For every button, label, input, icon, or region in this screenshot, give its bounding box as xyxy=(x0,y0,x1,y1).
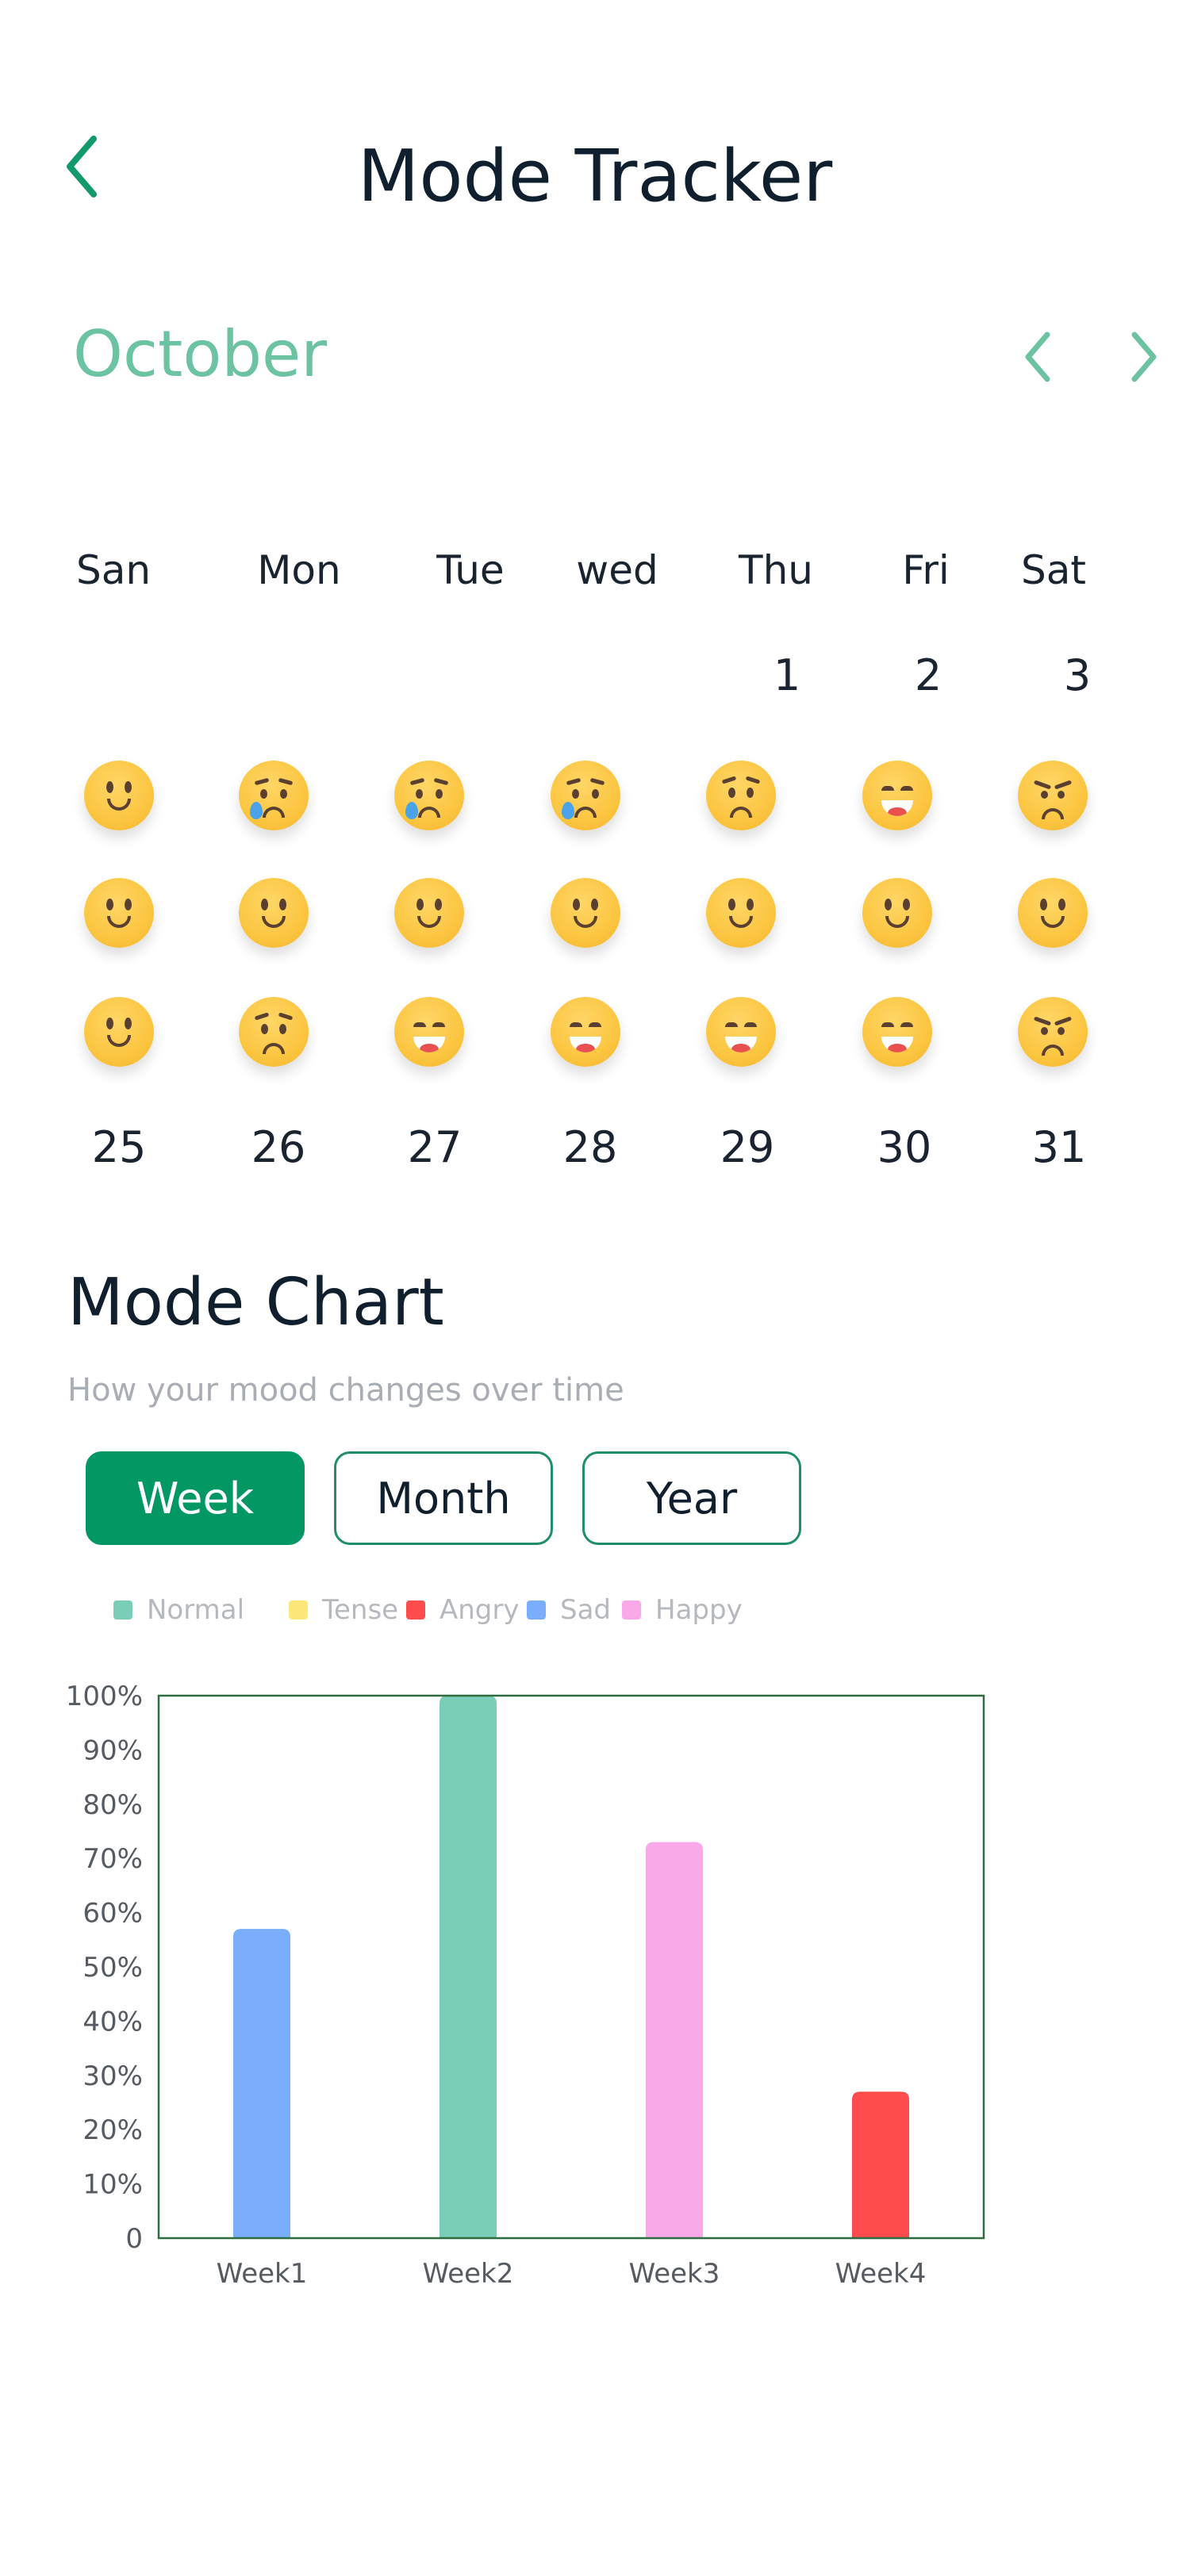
cry-face-icon[interactable] xyxy=(239,761,309,830)
grin-face-icon[interactable] xyxy=(862,997,932,1067)
tab-year[interactable]: Year xyxy=(582,1451,801,1545)
weekday-label: Tue xyxy=(436,547,505,593)
weekday-label: Mon xyxy=(257,547,341,593)
smile-face-icon[interactable] xyxy=(862,878,932,948)
legend-swatch xyxy=(289,1600,308,1620)
month-title: October xyxy=(73,317,328,391)
y-tick-label: 10% xyxy=(83,2169,143,2201)
smile-face-icon[interactable] xyxy=(394,878,464,948)
bar-week1 xyxy=(233,1929,290,2238)
legend-label: Normal xyxy=(147,1594,245,1626)
y-tick-label: 50% xyxy=(83,1952,143,1984)
y-tick-label: 100% xyxy=(66,1681,143,1712)
legend-swatch xyxy=(527,1600,546,1620)
chevron-left-icon xyxy=(1025,332,1050,382)
legend-item-sad: Sad xyxy=(527,1594,611,1626)
legend-swatch xyxy=(406,1600,425,1620)
smile-face-icon[interactable] xyxy=(84,878,154,948)
y-tick-label: 70% xyxy=(83,1843,143,1875)
legend-item-normal: Normal xyxy=(113,1594,244,1626)
smile-face-icon[interactable] xyxy=(1018,878,1088,948)
smile-face-icon[interactable] xyxy=(551,878,620,948)
cry-face-icon[interactable] xyxy=(394,761,464,830)
grin-face-icon[interactable] xyxy=(862,761,932,830)
weekday-label: Fri xyxy=(902,547,950,593)
legend-swatch xyxy=(622,1600,641,1620)
calendar-date[interactable]: 3 xyxy=(1063,650,1092,700)
smile-face-icon[interactable] xyxy=(84,761,154,830)
y-tick-label: 40% xyxy=(83,2006,143,2037)
worried-face-icon[interactable] xyxy=(706,761,776,830)
calendar-date[interactable]: 25 xyxy=(91,1122,147,1172)
grin-face-icon[interactable] xyxy=(551,997,620,1067)
tab-month[interactable]: Month xyxy=(334,1451,553,1545)
bar-week4 xyxy=(852,2091,909,2238)
legend-swatch xyxy=(113,1600,132,1620)
grin-face-icon[interactable] xyxy=(706,997,776,1067)
back-button[interactable] xyxy=(62,131,109,202)
calendar-date[interactable]: 31 xyxy=(1031,1122,1087,1172)
y-tick-label: 30% xyxy=(83,2060,143,2092)
legend-item-angry: Angry xyxy=(406,1594,520,1626)
calendar-date[interactable]: 27 xyxy=(407,1122,463,1172)
legend-label: Tense xyxy=(322,1594,399,1626)
chevron-left-icon xyxy=(67,136,97,197)
smile-face-icon[interactable] xyxy=(84,997,154,1067)
y-tick-label: 80% xyxy=(83,1789,143,1821)
x-tick-label: Week4 xyxy=(835,2258,927,2290)
bar-week2 xyxy=(440,1696,497,2238)
weekday-label: Sat xyxy=(1021,547,1086,593)
smile-face-icon[interactable] xyxy=(706,878,776,948)
calendar-date[interactable]: 26 xyxy=(251,1122,306,1172)
weekday-label: Thu xyxy=(739,547,813,593)
bar-week3 xyxy=(646,1842,703,2238)
calendar-date[interactable]: 1 xyxy=(773,650,801,700)
x-tick-label: Week2 xyxy=(423,2258,514,2290)
y-tick-label: 20% xyxy=(83,2114,143,2146)
y-tick-label: 90% xyxy=(83,1735,143,1766)
grin-face-icon[interactable] xyxy=(394,997,464,1067)
calendar-date[interactable]: 28 xyxy=(562,1122,618,1172)
chart-section-title: Mode Chart xyxy=(67,1265,444,1340)
calendar-date[interactable]: 29 xyxy=(720,1122,775,1172)
cry-face-icon[interactable] xyxy=(551,761,620,830)
x-tick-label: Week1 xyxy=(217,2258,308,2290)
smile-face-icon[interactable] xyxy=(239,878,309,948)
x-tick-label: Week3 xyxy=(629,2258,720,2290)
page-title: Mode Tracker xyxy=(357,135,833,218)
next-month-button[interactable] xyxy=(1119,325,1166,389)
weekday-label: San xyxy=(75,547,152,593)
angry-face-icon[interactable] xyxy=(1018,997,1088,1067)
legend-label: Sad xyxy=(560,1594,611,1626)
weekday-label: wed xyxy=(576,547,658,593)
legend-item-tense: Tense xyxy=(289,1594,398,1626)
legend-item-happy: Happy xyxy=(622,1594,743,1626)
chart-frame xyxy=(157,1694,985,2240)
mood-bar-chart: 0 10% 20% 30% 40% 50% 60% 70% 80% 90% 100% Week1 Wee… xyxy=(66,1681,985,2290)
y-tick-label: 0 xyxy=(125,2223,143,2255)
chevron-right-icon xyxy=(1131,332,1157,382)
previous-month-button[interactable] xyxy=(1015,325,1063,389)
worried-face-icon[interactable] xyxy=(239,997,309,1067)
tab-week[interactable]: Week xyxy=(86,1451,305,1545)
y-tick-label: 60% xyxy=(83,1898,143,1930)
legend-label: Happy xyxy=(655,1594,743,1626)
chart-section-subtitle: How your mood changes over time xyxy=(67,1372,624,1409)
calendar-date[interactable]: 2 xyxy=(914,650,942,700)
angry-face-icon[interactable] xyxy=(1018,761,1088,830)
legend-label: Angry xyxy=(440,1594,520,1626)
calendar-date[interactable]: 30 xyxy=(877,1122,932,1172)
